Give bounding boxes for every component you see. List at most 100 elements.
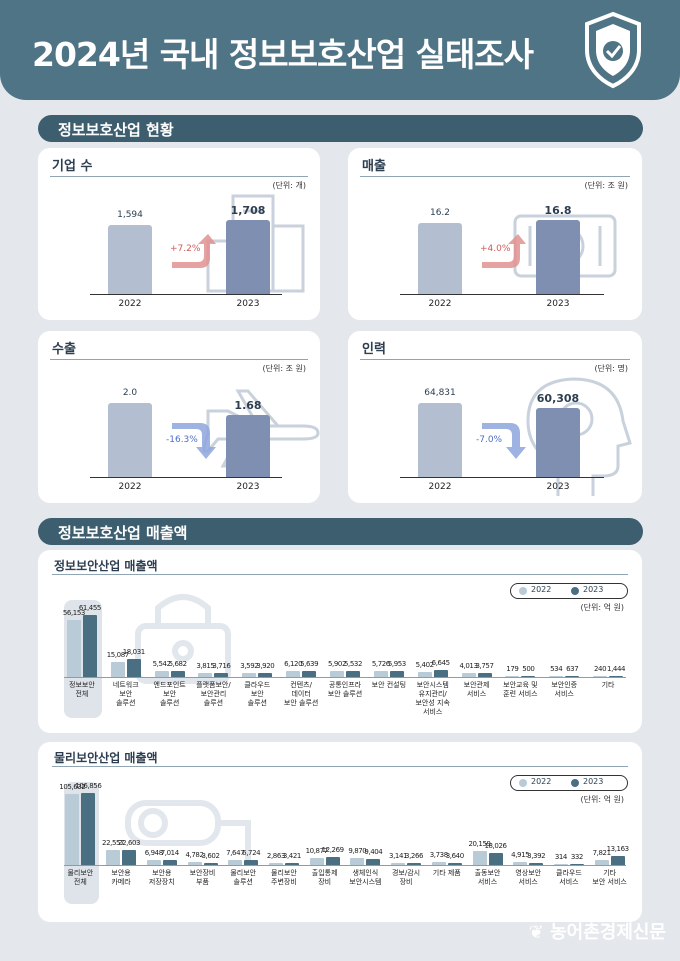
legend-label-2022: 2022 [531,585,552,594]
legend-label-2023: 2023 [583,585,604,594]
category-label: 플랫폼보안/ 보안관리 솔루션 [196,681,231,707]
bar-2023 [610,856,625,865]
bar-2023 [258,673,273,677]
chart-divider [52,574,628,575]
bar-value-2022: 10,877 [305,846,328,855]
category-label: 보안장비 부품 [189,869,216,886]
publisher-name: 농어촌경제신문 [550,922,666,943]
bar-2022 [593,676,608,677]
bar-2022 [330,671,344,677]
category-label: 기타 [601,681,615,689]
bar-value-2022: 534 [550,665,563,673]
bar-value-2023: 60,308 [536,392,580,406]
card-title: 기업 수 [52,159,93,174]
bar-2022 [373,671,388,677]
bar-2023 [325,856,340,865]
bar-2022 [154,671,169,677]
bar-value-2023: 5,639 [300,660,319,669]
bar-value-2022: 7,647 [226,848,245,857]
bar-2022 [431,862,446,865]
bar-2023 [366,858,381,865]
bar-2023 [284,862,299,865]
bar-2022 [187,861,202,865]
year-label-2022: 2022 [428,299,452,309]
bar-value-2022: 3,738 [429,851,448,860]
bar-2022 [66,620,81,677]
down-arrow-icon [480,421,526,465]
bar-2022 [108,224,152,294]
bar-value-2023: 9,404 [364,847,383,856]
year-label-2023: 2023 [546,482,570,492]
category-label: 출입통제 장비 [311,869,338,886]
year-label-2022: 2022 [118,299,142,309]
bar-2023 [203,862,218,865]
bar-value-2022: 64,831 [424,388,456,398]
bar-value-2022: 6,120 [284,659,303,668]
card-title: 수출 [52,342,76,357]
chart-divider [52,766,628,767]
category-label: 영상보안 서비스 [515,869,542,886]
lock-outline-icon [98,586,268,690]
up-arrow-icon [480,232,526,274]
category-label: 보안인증 서비스 [551,681,578,698]
bar-2023 [346,671,360,677]
category-label: 기타 제품 [432,869,461,877]
change-percent: +4.0% [480,244,511,254]
logo-icon: ❦ [528,922,551,943]
bar-2022 [391,862,406,865]
category-label: 물리보안 주변장비 [271,869,297,886]
year-label-2023: 2023 [546,299,570,309]
chart-baseline [64,865,626,866]
bar-value-2023: 3,421 [282,851,301,860]
bar-2023 [162,860,177,865]
cctv-camera-outline-icon [98,778,268,882]
legend-label-2023: 2023 [583,777,604,786]
bar-value-2022: 179 [506,665,519,673]
chart-title: 정보보안산업 매출액 [54,559,158,573]
bar-value-2023: 61,455 [78,604,101,612]
bar-2022 [461,672,476,677]
bar-value-2023: 1,708 [230,204,266,217]
category-label: 보안관제 서비스 [463,681,490,698]
section-bar-sales: 정보보호산업 매출액 [38,518,643,545]
bar-value-2023: 22,603 [118,838,141,847]
bar-2023 [226,414,270,477]
legend-label-2022: 2022 [531,777,552,786]
legend-swatch-2022 [519,587,527,595]
legend-swatch-2022 [519,779,527,787]
page-title: 2024년 국내 정보보호산업 실태조사 [32,35,534,74]
category-label: 보안교육 및 훈련 서비스 [503,681,538,698]
bar-2023 [407,862,422,865]
bar-2023 [447,862,462,865]
bar-value-2022: 56,153 [62,609,85,618]
bar-2023 [126,658,141,677]
bar-value-2023: 6,724 [242,849,261,858]
category-label: 물리보안 전체 [67,869,94,886]
bar-2022 [417,671,432,677]
bar-value-2023: 7,014 [160,849,179,858]
bar-2022 [110,661,125,677]
year-label-2023: 2023 [236,482,260,492]
card-title: 매출 [362,159,386,174]
chart-legend: 2022 2023 [510,775,628,791]
section-title-status: 정보보호산업 현황 [58,121,174,139]
category-label: 기타 보안 서비스 [592,869,627,886]
unit-label: (단위: 조 원) [262,364,306,373]
bar-value-2022: 5,902 [327,660,347,669]
bar-value-2023: 18,031 [122,647,145,656]
bar-value-2023: 500 [522,665,535,673]
bar-value-2022: 105,632 [59,782,86,791]
card-workforce: 인력 (단위: 명) 64,831 2022 60,308 2023 -7.0% [348,331,642,503]
bar-value-2023: 1,444 [607,664,626,673]
category-label: 컨텐츠/ 데이터 보안 솔루션 [283,681,319,707]
bar-2022 [418,403,462,477]
card-divider [360,359,630,360]
unit-label: (단위: 억 원) [580,603,624,612]
card-companies: 기업 수 (단위: 개) 1,594 2022 1,708 2023 +7.2% [38,148,320,320]
bar-value-2022: 314 [554,853,568,861]
bar-2023 [609,675,624,677]
bar-2023 [244,860,259,865]
legend-swatch-2023 [571,779,579,787]
chart-baseline [64,677,626,678]
bar-value-2022: 4,782 [185,850,204,859]
